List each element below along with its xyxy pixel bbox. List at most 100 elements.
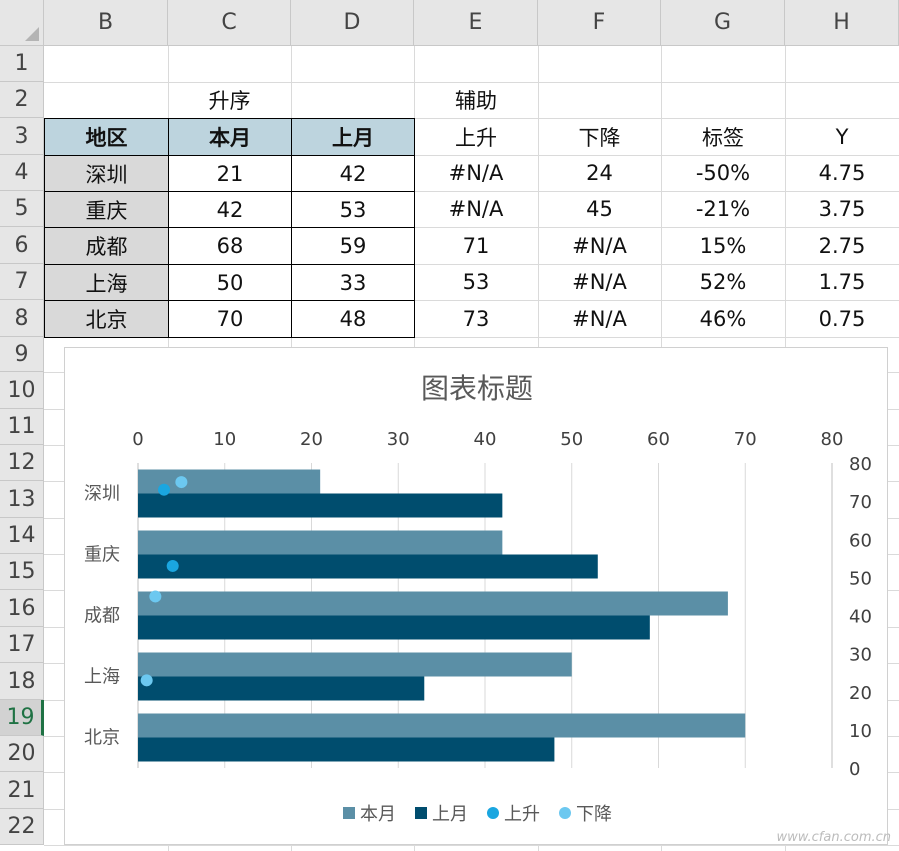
bar-上月-上海 [138,676,425,701]
column-header-F[interactable]: F [538,0,661,46]
data-cell[interactable]: 24 [586,161,613,185]
row-header-15[interactable]: 15 [0,554,44,590]
table-header-cell[interactable]: 上月 [291,118,415,156]
data-cell[interactable]: 45 [586,197,613,221]
row-header-7[interactable]: 7 [0,264,44,300]
row-header-16[interactable]: 16 [0,590,44,627]
data-cell[interactable]: 71 [462,233,490,258]
bar-本月-重庆 [138,530,503,555]
data-cell[interactable]: -50% [695,161,751,185]
x-tick-label: 80 [821,429,844,450]
data-cell[interactable]: 53 [291,191,415,228]
bar-上月-北京 [138,737,555,762]
row-header-6[interactable]: 6 [0,227,44,264]
column-header-E[interactable]: E [414,0,538,46]
bar-上月-重庆 [138,554,598,579]
helper-header-cell[interactable]: 下降 [578,125,621,150]
data-cell[interactable]: -21% [695,197,751,221]
data-cell[interactable]: 53 [462,270,490,294]
data-cell[interactable]: #N/A [572,306,627,331]
column-header-B[interactable]: B [44,0,168,46]
data-cell[interactable]: 42 [291,155,415,192]
point-下降 [140,674,153,687]
data-cell[interactable]: 48 [291,300,415,338]
cell-e2[interactable]: 辅助 [455,89,497,113]
helper-header-cell[interactable]: Y [835,124,849,149]
row-header-3[interactable]: 3 [0,118,44,155]
row-header-9[interactable]: 9 [0,337,44,372]
y2-tick-label: 20 [849,683,872,704]
row-header-11[interactable]: 11 [0,409,44,445]
data-cell[interactable]: #N/A [572,233,627,258]
data-cell[interactable]: 2.75 [818,233,866,258]
x-tick-label: 50 [560,429,583,450]
data-cell[interactable]: 33 [291,264,415,301]
region-cell[interactable]: 深圳 [44,155,169,192]
y2-tick-label: 50 [849,568,872,589]
region-cell[interactable]: 上海 [44,264,169,301]
legend-swatch [559,807,571,819]
column-header-G[interactable]: G [661,0,785,46]
data-cell[interactable]: 4.75 [818,161,866,185]
data-cell[interactable]: 59 [291,227,415,265]
y2-tick-label: 60 [849,530,872,551]
select-all-corner[interactable] [0,0,44,46]
row-header-22[interactable]: 22 [0,809,44,845]
data-cell[interactable]: 0.75 [818,306,866,331]
row-header-12[interactable]: 12 [0,445,44,481]
data-cell[interactable]: 21 [168,155,292,192]
data-cell[interactable]: 70 [168,300,292,338]
data-cell[interactable]: #N/A [448,161,504,185]
helper-header-cell[interactable]: 上升 [455,125,497,150]
y2-tick-label: 80 [849,454,872,475]
category-label: 上海 [84,667,120,688]
column-header-D[interactable]: D [291,0,414,46]
row-header-4[interactable]: 4 [0,155,44,191]
x-tick-label: 30 [387,429,410,450]
row-header-13[interactable]: 13 [0,481,44,518]
row-header-17[interactable]: 17 [0,627,44,663]
row-header-5[interactable]: 5 [0,191,44,227]
row-header-10[interactable]: 10 [0,372,44,409]
data-cell[interactable]: #N/A [448,197,504,221]
data-cell[interactable]: #N/A [572,270,627,294]
y2-tick-label: 40 [849,607,872,628]
chart-svg: 图表标题 0 10 20 30 40 50 60 70 80 0 10 20 30 40 50 60 70 80 深圳… [84,372,872,825]
point-上升 [158,483,171,496]
data-cell[interactable]: 15% [699,233,747,258]
row-header-2[interactable]: 2 [0,82,44,118]
data-cell[interactable]: 3.75 [818,197,866,221]
x-tick-label: 10 [213,429,236,450]
chart[interactable]: 图表标题 0 10 20 30 40 50 60 70 80 0 10 20 30 40 50 60 70 80 深圳… [64,347,888,845]
row-header-14[interactable]: 14 [0,518,44,554]
region-cell[interactable]: 成都 [44,227,169,265]
data-cell[interactable]: 1.75 [818,270,866,294]
column-header-C[interactable]: C [168,0,291,46]
row-header-1[interactable]: 1 [0,46,44,82]
row-header-21[interactable]: 21 [0,772,44,809]
chart-title: 图表标题 [421,372,533,405]
table-header-cell[interactable]: 本月 [168,118,292,156]
row-header-19[interactable]: 19 [0,700,44,736]
table-header-cell[interactable]: 地区 [44,118,169,156]
bar-上月-深圳 [138,493,503,518]
bar-上月-成都 [138,615,650,640]
cell-c2[interactable]: 升序 [208,89,251,113]
data-cell[interactable]: 52% [699,270,747,294]
region-cell[interactable]: 重庆 [44,191,169,228]
data-cell[interactable]: 42 [168,191,292,228]
x-tick-label: 0 [132,429,143,450]
grid-hline [44,264,899,265]
column-header-H[interactable]: H [785,0,899,46]
data-cell[interactable]: 68 [168,227,292,265]
data-cell[interactable]: 73 [462,306,490,331]
row-header-20[interactable]: 20 [0,736,44,772]
region-cell[interactable]: 北京 [44,300,169,338]
bar-本月-上海 [138,652,572,677]
data-cell[interactable]: 46% [699,306,747,331]
row-header-8[interactable]: 8 [0,300,44,337]
row-header-18[interactable]: 18 [0,663,44,700]
point-下降 [175,476,188,489]
data-cell[interactable]: 50 [168,264,292,301]
helper-header-cell[interactable]: 标签 [702,125,744,150]
